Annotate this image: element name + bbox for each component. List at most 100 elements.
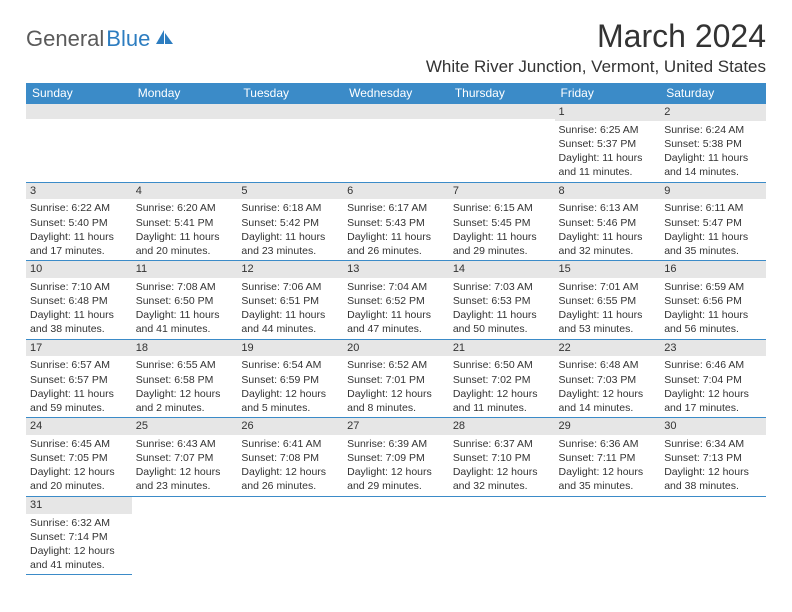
sunset-text: Sunset: 6:59 PM xyxy=(241,373,339,387)
calendar-cell xyxy=(343,496,449,575)
sunset-text: Sunset: 7:11 PM xyxy=(559,451,657,465)
sunrise-text: Sunrise: 6:13 AM xyxy=(559,201,657,215)
sunset-text: Sunset: 7:13 PM xyxy=(664,451,762,465)
day-number: 17 xyxy=(26,340,132,357)
calendar-cell: 14Sunrise: 7:03 AMSunset: 6:53 PMDayligh… xyxy=(449,261,555,340)
day-number: 31 xyxy=(26,497,132,514)
day-number: 28 xyxy=(449,418,555,435)
calendar-cell: 18Sunrise: 6:55 AMSunset: 6:58 PMDayligh… xyxy=(132,339,238,418)
sunset-text: Sunset: 5:40 PM xyxy=(30,216,128,230)
header: General Blue March 2024 White River Junc… xyxy=(26,18,766,77)
calendar-cell: 13Sunrise: 7:04 AMSunset: 6:52 PMDayligh… xyxy=(343,261,449,340)
calendar-cell: 3Sunrise: 6:22 AMSunset: 5:40 PMDaylight… xyxy=(26,182,132,261)
sunset-text: Sunset: 5:37 PM xyxy=(559,137,657,151)
daylight-text: Daylight: 11 hours and 41 minutes. xyxy=(136,308,234,336)
sunset-text: Sunset: 6:52 PM xyxy=(347,294,445,308)
calendar-cell: 9Sunrise: 6:11 AMSunset: 5:47 PMDaylight… xyxy=(660,182,766,261)
day-content: Sunrise: 6:52 AMSunset: 7:01 PMDaylight:… xyxy=(343,356,449,417)
day-content: Sunrise: 6:15 AMSunset: 5:45 PMDaylight:… xyxy=(449,199,555,260)
day-content: Sunrise: 7:03 AMSunset: 6:53 PMDaylight:… xyxy=(449,278,555,339)
daylight-text: Daylight: 11 hours and 59 minutes. xyxy=(30,387,128,415)
sunrise-text: Sunrise: 6:59 AM xyxy=(664,280,762,294)
day-number: 11 xyxy=(132,261,238,278)
day-content: Sunrise: 6:11 AMSunset: 5:47 PMDaylight:… xyxy=(660,199,766,260)
day-number xyxy=(343,104,449,119)
day-content: Sunrise: 6:17 AMSunset: 5:43 PMDaylight:… xyxy=(343,199,449,260)
daylight-text: Daylight: 12 hours and 41 minutes. xyxy=(30,544,128,572)
calendar-cell: 12Sunrise: 7:06 AMSunset: 6:51 PMDayligh… xyxy=(237,261,343,340)
title-block: March 2024 White River Junction, Vermont… xyxy=(426,18,766,77)
day-number xyxy=(132,497,238,512)
day-number: 20 xyxy=(343,340,449,357)
day-content: Sunrise: 6:34 AMSunset: 7:13 PMDaylight:… xyxy=(660,435,766,496)
day-content: Sunrise: 6:54 AMSunset: 6:59 PMDaylight:… xyxy=(237,356,343,417)
sunrise-text: Sunrise: 6:25 AM xyxy=(559,123,657,137)
day-number: 1 xyxy=(555,104,661,121)
sunrise-text: Sunrise: 6:32 AM xyxy=(30,516,128,530)
calendar-cell xyxy=(237,496,343,575)
day-number: 13 xyxy=(343,261,449,278)
daylight-text: Daylight: 12 hours and 8 minutes. xyxy=(347,387,445,415)
day-number: 18 xyxy=(132,340,238,357)
calendar-cell xyxy=(237,104,343,183)
day-header: Sunday xyxy=(26,83,132,104)
day-number: 23 xyxy=(660,340,766,357)
day-number xyxy=(132,104,238,119)
sunrise-text: Sunrise: 6:11 AM xyxy=(664,201,762,215)
day-content: Sunrise: 6:37 AMSunset: 7:10 PMDaylight:… xyxy=(449,435,555,496)
day-number: 21 xyxy=(449,340,555,357)
day-number: 27 xyxy=(343,418,449,435)
daylight-text: Daylight: 12 hours and 14 minutes. xyxy=(559,387,657,415)
day-number: 14 xyxy=(449,261,555,278)
day-number: 25 xyxy=(132,418,238,435)
daylight-text: Daylight: 11 hours and 32 minutes. xyxy=(559,230,657,258)
calendar-cell xyxy=(449,104,555,183)
day-number xyxy=(237,104,343,119)
day-number: 24 xyxy=(26,418,132,435)
day-number xyxy=(237,497,343,512)
day-content: Sunrise: 6:13 AMSunset: 5:46 PMDaylight:… xyxy=(555,199,661,260)
day-content: Sunrise: 6:39 AMSunset: 7:09 PMDaylight:… xyxy=(343,435,449,496)
day-content: Sunrise: 7:04 AMSunset: 6:52 PMDaylight:… xyxy=(343,278,449,339)
calendar-row: 17Sunrise: 6:57 AMSunset: 6:57 PMDayligh… xyxy=(26,339,766,418)
daylight-text: Daylight: 12 hours and 26 minutes. xyxy=(241,465,339,493)
day-content: Sunrise: 6:25 AMSunset: 5:37 PMDaylight:… xyxy=(555,121,661,182)
day-header: Saturday xyxy=(660,83,766,104)
sunrise-text: Sunrise: 6:37 AM xyxy=(453,437,551,451)
sunrise-text: Sunrise: 6:54 AM xyxy=(241,358,339,372)
calendar-cell xyxy=(449,496,555,575)
sail-icon xyxy=(154,28,176,51)
day-content: Sunrise: 7:10 AMSunset: 6:48 PMDaylight:… xyxy=(26,278,132,339)
sunrise-text: Sunrise: 7:03 AM xyxy=(453,280,551,294)
sunrise-text: Sunrise: 6:57 AM xyxy=(30,358,128,372)
day-number: 5 xyxy=(237,183,343,200)
daylight-text: Daylight: 11 hours and 47 minutes. xyxy=(347,308,445,336)
calendar-cell xyxy=(343,104,449,183)
day-content: Sunrise: 6:50 AMSunset: 7:02 PMDaylight:… xyxy=(449,356,555,417)
day-content: Sunrise: 7:06 AMSunset: 6:51 PMDaylight:… xyxy=(237,278,343,339)
sunrise-text: Sunrise: 7:04 AM xyxy=(347,280,445,294)
sunset-text: Sunset: 7:03 PM xyxy=(559,373,657,387)
calendar-cell: 15Sunrise: 7:01 AMSunset: 6:55 PMDayligh… xyxy=(555,261,661,340)
calendar-cell: 28Sunrise: 6:37 AMSunset: 7:10 PMDayligh… xyxy=(449,418,555,497)
day-content: Sunrise: 6:36 AMSunset: 7:11 PMDaylight:… xyxy=(555,435,661,496)
calendar-cell: 27Sunrise: 6:39 AMSunset: 7:09 PMDayligh… xyxy=(343,418,449,497)
sunset-text: Sunset: 7:01 PM xyxy=(347,373,445,387)
sunrise-text: Sunrise: 6:41 AM xyxy=(241,437,339,451)
sunset-text: Sunset: 6:56 PM xyxy=(664,294,762,308)
sunset-text: Sunset: 6:51 PM xyxy=(241,294,339,308)
daylight-text: Daylight: 11 hours and 35 minutes. xyxy=(664,230,762,258)
sunset-text: Sunset: 7:14 PM xyxy=(30,530,128,544)
sunrise-text: Sunrise: 6:48 AM xyxy=(559,358,657,372)
sunrise-text: Sunrise: 6:20 AM xyxy=(136,201,234,215)
sunset-text: Sunset: 5:46 PM xyxy=(559,216,657,230)
daylight-text: Daylight: 11 hours and 38 minutes. xyxy=(30,308,128,336)
calendar-cell: 7Sunrise: 6:15 AMSunset: 5:45 PMDaylight… xyxy=(449,182,555,261)
calendar-cell: 25Sunrise: 6:43 AMSunset: 7:07 PMDayligh… xyxy=(132,418,238,497)
day-number: 26 xyxy=(237,418,343,435)
day-content: Sunrise: 6:45 AMSunset: 7:05 PMDaylight:… xyxy=(26,435,132,496)
daylight-text: Daylight: 11 hours and 14 minutes. xyxy=(664,151,762,179)
daylight-text: Daylight: 11 hours and 17 minutes. xyxy=(30,230,128,258)
logo-text-blue: Blue xyxy=(106,26,150,52)
calendar-cell: 5Sunrise: 6:18 AMSunset: 5:42 PMDaylight… xyxy=(237,182,343,261)
